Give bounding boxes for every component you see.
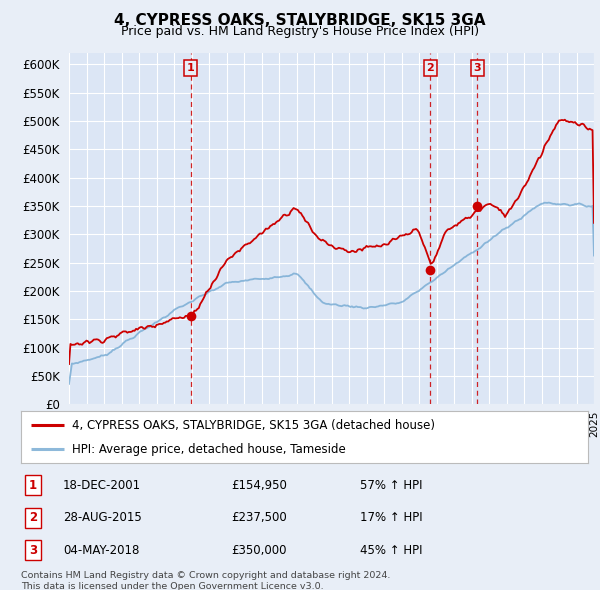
Text: £237,500: £237,500 — [231, 511, 287, 525]
Text: £350,000: £350,000 — [231, 543, 287, 557]
Text: 1: 1 — [29, 478, 37, 492]
Text: 2: 2 — [427, 63, 434, 73]
Text: HPI: Average price, detached house, Tameside: HPI: Average price, detached house, Tame… — [72, 442, 346, 455]
Text: 28-AUG-2015: 28-AUG-2015 — [63, 511, 142, 525]
Text: 1: 1 — [187, 63, 194, 73]
Text: 3: 3 — [29, 543, 37, 557]
Text: 57% ↑ HPI: 57% ↑ HPI — [360, 478, 422, 492]
Text: 04-MAY-2018: 04-MAY-2018 — [63, 543, 139, 557]
Text: 4, CYPRESS OAKS, STALYBRIDGE, SK15 3GA: 4, CYPRESS OAKS, STALYBRIDGE, SK15 3GA — [114, 13, 486, 28]
Text: 3: 3 — [473, 63, 481, 73]
Text: 45% ↑ HPI: 45% ↑ HPI — [360, 543, 422, 557]
Text: £154,950: £154,950 — [231, 478, 287, 492]
Text: 18-DEC-2001: 18-DEC-2001 — [63, 478, 141, 492]
Text: 2: 2 — [29, 511, 37, 525]
Text: This data is licensed under the Open Government Licence v3.0.: This data is licensed under the Open Gov… — [21, 582, 323, 590]
Text: Contains HM Land Registry data © Crown copyright and database right 2024.: Contains HM Land Registry data © Crown c… — [21, 571, 391, 580]
Text: Price paid vs. HM Land Registry's House Price Index (HPI): Price paid vs. HM Land Registry's House … — [121, 25, 479, 38]
Text: 17% ↑ HPI: 17% ↑ HPI — [360, 511, 422, 525]
Text: 4, CYPRESS OAKS, STALYBRIDGE, SK15 3GA (detached house): 4, CYPRESS OAKS, STALYBRIDGE, SK15 3GA (… — [72, 419, 435, 432]
